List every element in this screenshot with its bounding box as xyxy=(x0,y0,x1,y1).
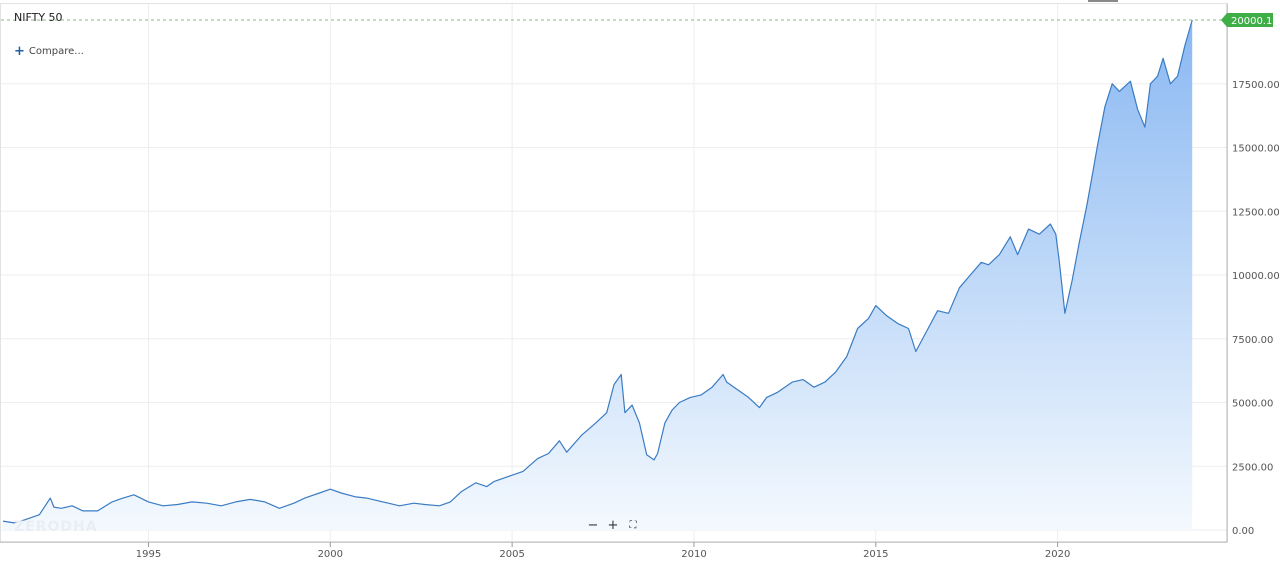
fit-screen-button[interactable]: ⛶ xyxy=(629,520,637,531)
label-layer: 20000.15 xyxy=(1,13,1279,27)
compare-button[interactable]: + Compare... xyxy=(14,44,84,59)
zoom-in-button[interactable]: + xyxy=(607,518,619,533)
series-line xyxy=(2,19,1193,524)
x-tick-label: 2005 xyxy=(499,549,524,560)
x-tick-label: 2000 xyxy=(318,549,343,560)
watermark-logo: ZERODHA xyxy=(14,519,98,535)
x-tick-label: 2020 xyxy=(1045,549,1070,560)
y-tick-label: 2500.00 xyxy=(1232,462,1273,473)
plus-icon: + xyxy=(14,44,25,59)
x-tick-label: 2015 xyxy=(863,549,888,560)
y-tick-label: 15000.00 xyxy=(1232,144,1280,155)
y-tick-label: 17500.00 xyxy=(1232,80,1280,91)
y-tick-label: 10000.00 xyxy=(1232,271,1280,282)
zoom-controls: − + ⛶ xyxy=(583,518,643,534)
last-price-tag xyxy=(1221,13,1273,27)
y-tick-label: 7500.00 xyxy=(1232,335,1273,346)
symbol-label: NIFTY 50 xyxy=(14,11,63,24)
y-tick-label: 0.00 xyxy=(1232,526,1254,537)
y-tick-label: 12500.00 xyxy=(1232,207,1280,218)
axis-layer: 0.00 2500.00 5000.00 7500.00 10000.00 12500.0… xyxy=(0,4,1280,560)
top-scroll-tab[interactable] xyxy=(1088,0,1118,2)
x-tick-label: 1995 xyxy=(136,549,161,560)
compare-label: Compare... xyxy=(28,46,84,57)
y-tick-label: 5000.00 xyxy=(1232,399,1273,410)
area-layer xyxy=(2,19,1193,530)
series-area-fill xyxy=(3,20,1193,530)
x-tick-label: 2010 xyxy=(681,549,706,560)
zoom-out-button[interactable]: − xyxy=(587,518,599,533)
last-price-label: 20000.15 xyxy=(1231,16,1279,27)
